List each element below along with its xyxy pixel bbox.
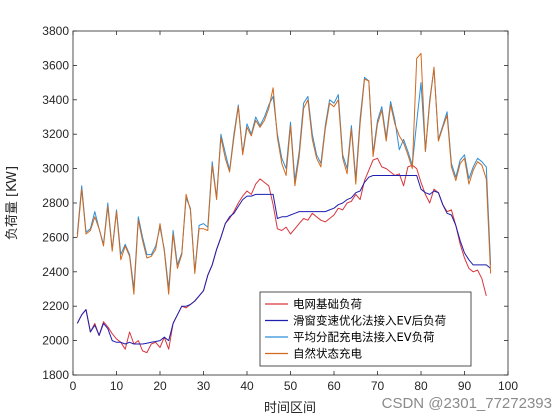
series-line-2 [76, 175, 491, 345]
axes: 0 10 20 30 40 50 60 70 80 90 100 1800 2000 2200 2400 26… [42, 24, 518, 393]
y-tick-label: 2800 [42, 196, 69, 210]
x-tick-label: 70 [371, 379, 385, 393]
y-tick-label: 2000 [42, 334, 69, 348]
y-tick-label: 2600 [42, 230, 69, 244]
legend-label: 电网基础负荷 [293, 297, 362, 311]
legend-label: 自然状态充电 [293, 347, 362, 361]
x-axis-title: 时间区间 [264, 401, 316, 416]
x-tick-label: 80 [414, 379, 428, 393]
x-tick-label: 0 [70, 379, 77, 393]
series-line-3 [76, 68, 492, 290]
x-tick-label: 50 [284, 379, 298, 393]
legend-label: 滑窗变速优化法接入EV后负荷 [293, 314, 446, 328]
y-tick-label: 3600 [42, 58, 69, 72]
x-tick-label: 100 [498, 379, 518, 393]
watermark: CSDN @2301_77272393 [382, 395, 552, 412]
y-tick-label: 1800 [42, 368, 69, 382]
x-tick-label: 90 [458, 379, 472, 393]
x-tick-label: 30 [197, 379, 211, 393]
x-tick-label: 40 [240, 379, 254, 393]
x-tick-label: 10 [110, 379, 124, 393]
y-axis-title: 负荷量 [KW] [5, 166, 20, 240]
y-tick-label: 3000 [42, 162, 69, 176]
y-tick-label: 3800 [42, 24, 69, 38]
series-line-4 [76, 52, 492, 295]
y-tick-label: 3400 [42, 93, 69, 107]
x-tick-label: 20 [153, 379, 167, 393]
y-tick-label: 2400 [42, 265, 69, 279]
series-layer [76, 52, 492, 354]
y-tick-label: 3200 [42, 127, 69, 141]
x-tick-label: 60 [327, 379, 341, 393]
legend-box [259, 291, 472, 367]
legend-label: 平均分配充电法接入EV负荷 [293, 330, 435, 344]
series-line-1 [76, 157, 487, 354]
y-tick-label: 2200 [42, 299, 69, 313]
